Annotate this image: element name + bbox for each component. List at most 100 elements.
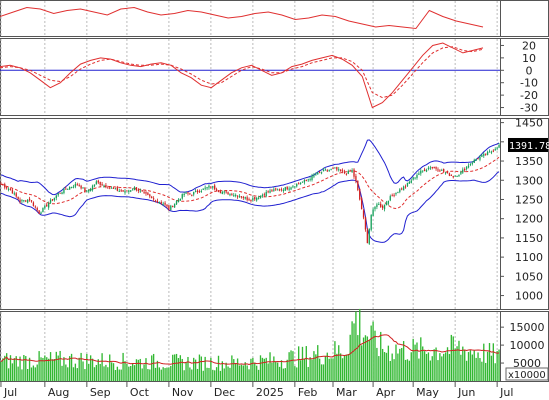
volume-bar — [248, 369, 250, 381]
candle-body — [67, 188, 69, 190]
volume-bar — [244, 362, 246, 381]
volume-bar — [223, 368, 225, 381]
candle-body — [223, 191, 225, 193]
volume-bar — [278, 366, 281, 381]
volume-bar — [328, 358, 330, 381]
candle-body — [469, 163, 472, 165]
volume-bar — [93, 367, 96, 381]
month-label: 2025 — [256, 386, 284, 399]
volume-bar — [465, 360, 468, 381]
last-price-label: 1391.780 — [509, 141, 549, 152]
volume-bar — [139, 358, 141, 381]
candle-body — [200, 190, 203, 192]
volume-unit-frame — [505, 367, 549, 381]
volume-bar — [135, 359, 138, 381]
candle-body — [355, 175, 357, 182]
price-tick-label: 1000 — [515, 290, 543, 303]
month-label: Apr — [376, 386, 396, 399]
volume-bar — [254, 362, 256, 381]
month-label: Sep — [90, 386, 111, 399]
candle-body — [133, 187, 136, 191]
volume-bar — [488, 343, 491, 381]
volume-bar — [231, 355, 233, 381]
volume-bar — [227, 366, 229, 381]
candle-body — [158, 202, 161, 204]
month-label: Nov — [172, 386, 194, 399]
candle-body — [257, 197, 260, 199]
candle-body — [162, 203, 164, 205]
volume-bar — [334, 341, 336, 381]
volume-bar — [414, 344, 416, 381]
candle-body — [326, 170, 328, 172]
candle-body — [330, 168, 332, 170]
candle-body — [378, 204, 380, 206]
candle-body — [404, 186, 407, 188]
volume-bar — [422, 346, 424, 381]
volume-bar — [481, 361, 483, 381]
candle-body — [72, 186, 75, 188]
volume-bar — [372, 321, 374, 381]
volume-bar — [0, 361, 2, 381]
candle-body — [318, 171, 321, 173]
volume-bar — [317, 345, 319, 381]
volume-bar — [105, 364, 107, 381]
volume-bar — [110, 362, 113, 381]
volume-bar — [339, 353, 342, 381]
volume-bar — [88, 363, 90, 381]
volume-bar — [183, 370, 185, 381]
candle-body — [485, 153, 487, 155]
volume-bar — [25, 356, 27, 381]
volume-bar — [364, 335, 367, 381]
candle-body — [240, 196, 243, 198]
month-label: Feb — [298, 386, 317, 399]
volume-bar — [309, 357, 311, 381]
volume-bar — [450, 334, 453, 381]
volume-bar — [261, 357, 264, 381]
candle-body — [149, 194, 151, 197]
candle-body — [93, 184, 96, 187]
candle-body — [265, 191, 267, 197]
volume-bar — [437, 360, 439, 381]
volume-bar — [444, 352, 447, 381]
volume-bar — [303, 358, 306, 381]
volume-bar — [271, 362, 273, 381]
candle-body — [32, 202, 35, 206]
volume-bar — [151, 355, 153, 381]
volume-bar — [273, 356, 275, 381]
candle-body — [122, 190, 124, 192]
candle-body — [410, 180, 412, 183]
volume-bar — [120, 369, 122, 381]
volume-bar — [277, 362, 279, 381]
candle-body — [471, 162, 473, 164]
candle-body — [4, 184, 6, 188]
candle-body — [380, 203, 382, 207]
candle-body — [427, 167, 430, 169]
candle-body — [40, 212, 42, 214]
volume-bar — [57, 355, 59, 381]
price-tick-label: 1100 — [515, 251, 543, 264]
volume-bar — [263, 358, 265, 381]
volume-bar — [164, 368, 166, 381]
candle-body — [320, 172, 323, 174]
candle-body — [483, 153, 485, 156]
candle-body — [196, 190, 199, 193]
candle-body — [324, 169, 327, 171]
candle-body — [210, 186, 212, 188]
candle-body — [422, 170, 424, 172]
volume-bar — [235, 363, 237, 381]
volume-bar — [78, 357, 80, 381]
volume-bar — [101, 353, 103, 381]
candle-body — [212, 186, 214, 188]
volume-bar — [240, 364, 243, 381]
candle-body — [130, 190, 132, 192]
volume-bar — [473, 350, 475, 381]
macd-tick-label: 10 — [522, 52, 536, 65]
volume-tick-label: 10000 — [510, 339, 545, 352]
candle-body — [290, 187, 292, 190]
candle-body — [164, 202, 166, 205]
candle-body — [110, 187, 113, 189]
macd-tick-label: 0 — [526, 64, 533, 77]
volume-bar — [46, 357, 48, 381]
candle-body — [448, 173, 451, 176]
